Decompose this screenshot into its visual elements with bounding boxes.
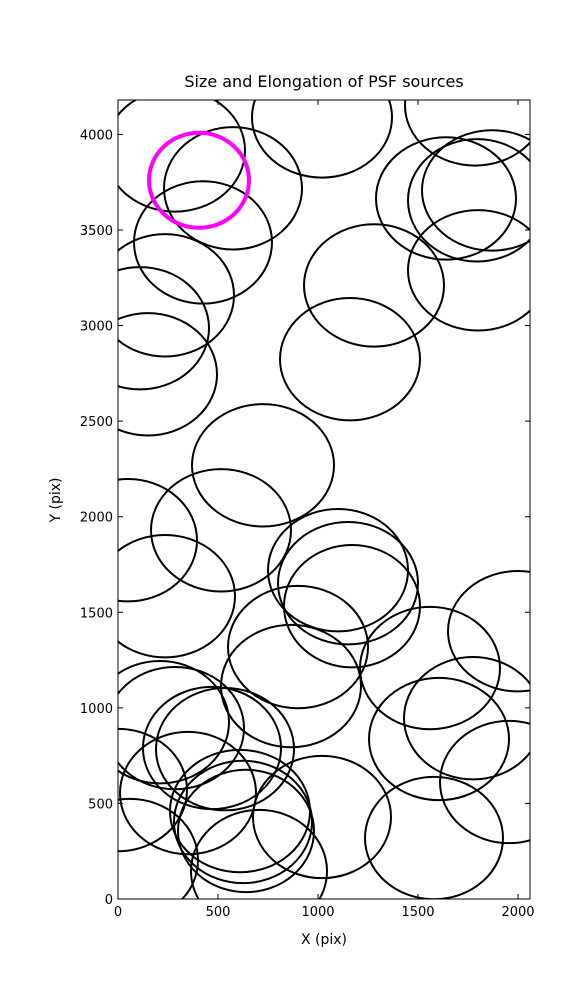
plot-area (118, 100, 530, 899)
psf-ellipse (220, 623, 362, 749)
y-tick-label: 1000 (80, 702, 113, 717)
psf-ellipse (118, 233, 235, 358)
psf-ellipse (173, 759, 313, 885)
x-axis-label: X (pix) (301, 932, 347, 948)
chart-title: Size and Elongation of PSF sources (184, 72, 463, 91)
psf-ellipse (407, 209, 530, 332)
x-tick-label: 1500 (401, 905, 434, 920)
psf-ellipse (118, 727, 188, 853)
x-tick-label: 0 (114, 905, 122, 920)
y-tick-label: 0 (105, 893, 113, 908)
y-tick-label: 2000 (80, 511, 113, 526)
psf-ellipse (155, 686, 295, 812)
psf-ellipse (119, 730, 257, 856)
psf-ellipse (118, 534, 236, 659)
psf-ellipse (368, 676, 510, 802)
psf-ellipse (177, 768, 315, 894)
y-tick-label: 3000 (80, 320, 113, 335)
psf-ellipse (147, 130, 251, 230)
psf-ellipse (190, 808, 328, 899)
psf-ellipse (227, 584, 369, 710)
axes-frame (117, 99, 531, 900)
psf-ellipse (118, 797, 199, 899)
psf-ellipse (403, 656, 530, 781)
y-axis-label: Y (pix) (48, 478, 64, 524)
psf-ellipse (118, 312, 218, 437)
psf-ellipse (118, 100, 246, 213)
x-tick-label: 2000 (501, 905, 534, 920)
psf-ellipse (407, 138, 530, 263)
psf-ellipse (404, 100, 530, 167)
psf-ellipse (279, 297, 421, 422)
psf-ellipse (169, 748, 311, 874)
psf-ellipse (283, 543, 421, 669)
psf-ellipse (150, 468, 292, 593)
psf-ellipse (447, 570, 530, 693)
psf-ellipse (359, 605, 501, 731)
y-tick-label: 3500 (80, 224, 113, 239)
psf-ellipse (163, 126, 303, 251)
x-tick-label: 1000 (301, 905, 334, 920)
psf-ellipse (303, 223, 445, 348)
y-tick-label: 500 (88, 797, 113, 812)
y-tick-label: 2500 (80, 415, 113, 430)
psf-ellipse (118, 266, 210, 391)
psf-ellipse (439, 719, 530, 845)
psf-ellipse (191, 403, 335, 528)
psf-ellipse (118, 478, 198, 603)
x-tick-label: 500 (206, 905, 231, 920)
psf-ellipse (277, 521, 419, 646)
psf-ellipse (364, 775, 504, 899)
psf-ellipse (118, 660, 230, 785)
psf-ellipse (267, 508, 409, 633)
psf-ellipse (118, 665, 245, 791)
psf-ellipse (252, 754, 392, 880)
psf-ellipse (375, 136, 517, 261)
y-tick-label: 1500 (80, 606, 113, 621)
psf-ellipse (251, 100, 393, 179)
psf-ellipse (421, 129, 530, 252)
y-tick-label: 4000 (80, 128, 113, 143)
